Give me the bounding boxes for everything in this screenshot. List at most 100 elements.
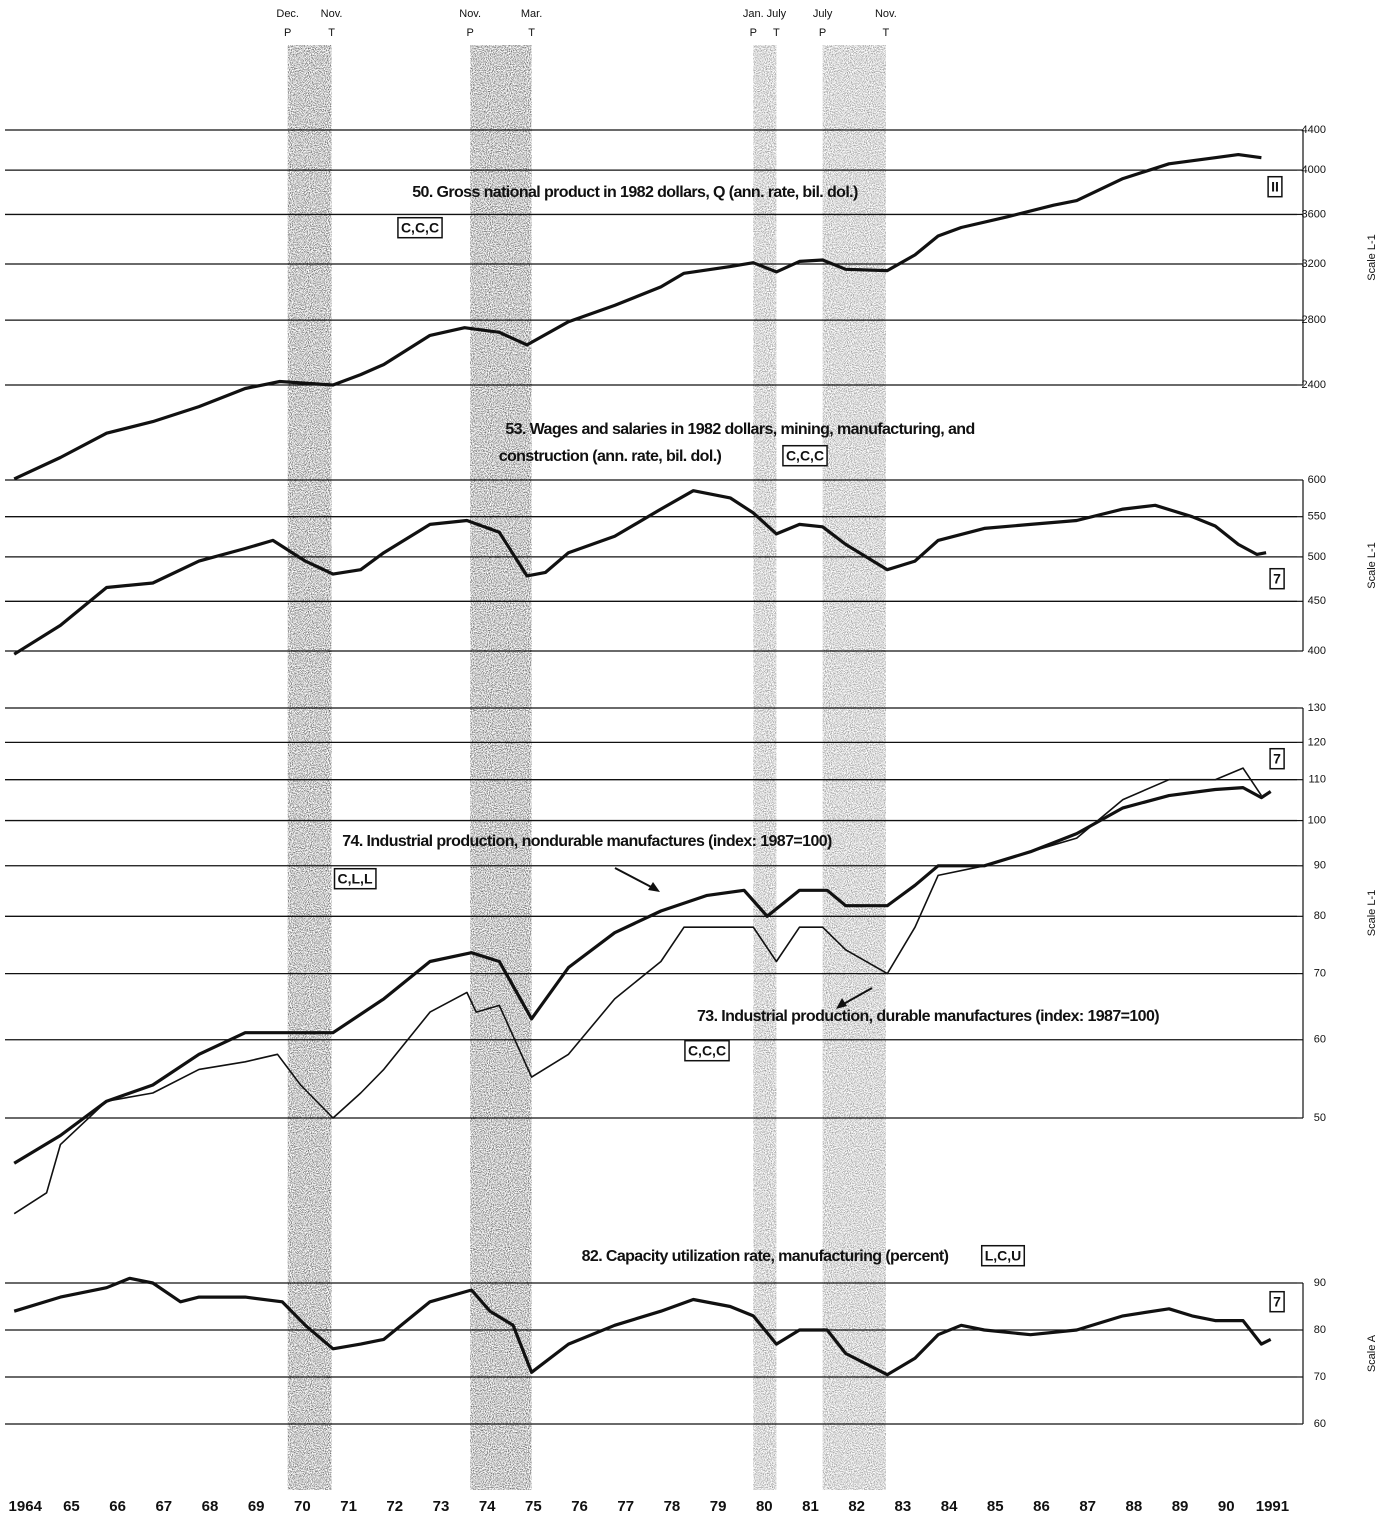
scale-label: Scale L-1	[1366, 890, 1378, 936]
arrow-head	[836, 998, 847, 1009]
x-tick-label: 87	[1079, 1498, 1096, 1515]
trough-month: Nov.	[321, 8, 343, 20]
series-title: 50. Gross national product in 1982 dolla…	[412, 184, 858, 201]
x-tick-label: 86	[1033, 1498, 1050, 1515]
series-line	[13, 786, 1272, 1165]
peak-label: P	[284, 27, 291, 39]
y-tick-label: 4000	[1302, 164, 1326, 176]
y-tick-label: 90	[1314, 1277, 1326, 1289]
y-tick-label: 70	[1314, 968, 1326, 980]
panel: 2400 2800 3200 3600 4000 4400 Scale L-1 50. Gro…	[5, 124, 1378, 481]
series-line	[13, 153, 1262, 481]
y-tick-label: 120	[1308, 736, 1326, 748]
x-tick-label: 67	[155, 1498, 172, 1515]
peak-label: P	[466, 27, 473, 39]
arrow	[614, 867, 658, 891]
recession-bands	[287, 45, 886, 1490]
series-title: 74. Industrial production, nondurable ma…	[342, 833, 832, 850]
series-title: 73. Industrial production, durable manuf…	[697, 1008, 1159, 1025]
y-tick-label: 3600	[1302, 208, 1326, 220]
x-tick-label: 66	[109, 1498, 126, 1515]
recession-band	[470, 45, 532, 1490]
arrow-head	[648, 882, 660, 892]
peak-month: July	[813, 8, 833, 20]
recession-band	[287, 45, 332, 1490]
series-title: 53. Wages and salaries in 1982 dollars, …	[505, 421, 974, 438]
x-tick-label: 77	[617, 1498, 634, 1515]
x-tick-label: 76	[571, 1498, 588, 1515]
y-tick-label: 130	[1308, 702, 1326, 714]
panel-label-box	[1267, 175, 1283, 198]
y-tick-label: 600	[1308, 474, 1326, 486]
y-tick-label: 60	[1314, 1418, 1326, 1430]
y-tick-label: 450	[1308, 595, 1326, 607]
panel-label-box	[1269, 567, 1285, 590]
series-code-box	[333, 867, 377, 890]
panel: 60 70 80 90 Scale A 82. Capacity utilization …	[5, 1244, 1378, 1430]
trough-label: T	[883, 27, 890, 39]
x-tick-label: 68	[202, 1498, 219, 1515]
peak-month: Dec.	[276, 8, 299, 20]
trough-label: T	[773, 27, 780, 39]
panel-label: 7	[1273, 1294, 1281, 1310]
series-title: construction (ann. rate, bil. dol.)	[499, 448, 722, 465]
series-code-box	[684, 1039, 730, 1062]
series-code: L,C,U	[985, 1248, 1022, 1264]
peak-month: Nov.	[459, 8, 481, 20]
trough-month: Mar.	[521, 8, 542, 20]
series-code: C,L,L	[338, 871, 373, 887]
x-tick-label: 74	[479, 1498, 496, 1515]
x-tick-label: 65	[63, 1498, 80, 1515]
y-tick-label: 500	[1308, 551, 1326, 563]
panel-label-box	[1269, 747, 1285, 770]
x-tick-label: 1964	[9, 1498, 43, 1515]
x-tick-label: 73	[433, 1498, 450, 1515]
x-tick-label: 1991	[1256, 1498, 1289, 1515]
y-tick-label: 4400	[1302, 124, 1326, 136]
x-tick-label: 70	[294, 1498, 311, 1515]
trough-month: July	[767, 8, 787, 20]
x-tick-label: 85	[987, 1498, 1004, 1515]
series-code: C,C,C	[786, 448, 824, 464]
x-tick-label: 90	[1218, 1498, 1235, 1515]
x-tick-label: 79	[710, 1498, 727, 1515]
scale-label: Scale L-1	[1366, 234, 1378, 280]
recession-band	[753, 45, 777, 1490]
y-tick-label: 50	[1314, 1112, 1326, 1124]
peak-label: P	[819, 27, 826, 39]
y-tick-label: 60	[1314, 1034, 1326, 1046]
trough-month: Nov.	[875, 8, 897, 20]
arrow	[839, 987, 873, 1007]
x-tick-label: 71	[340, 1498, 357, 1515]
panel: 50 60 70 80 90 100 110 120 130 Scale L-1 74. Indus…	[5, 702, 1378, 1215]
trough-label: T	[528, 27, 535, 39]
y-tick-label: 550	[1308, 511, 1326, 523]
recession-band	[822, 45, 886, 1490]
y-tick-label: 100	[1308, 814, 1326, 826]
series-code-box	[782, 444, 828, 467]
x-tick-label: 88	[1126, 1498, 1143, 1515]
series-line	[13, 767, 1263, 1215]
y-tick-label: 110	[1308, 774, 1326, 786]
trough-label: T	[328, 27, 335, 39]
panel-label: II	[1271, 179, 1279, 195]
series-code: C,C,C	[688, 1043, 726, 1059]
y-tick-label: 70	[1314, 1371, 1326, 1383]
peak-month: Jan.	[743, 8, 764, 20]
peak-label: P	[750, 27, 757, 39]
series-line	[13, 489, 1267, 656]
series-code-box	[980, 1244, 1026, 1267]
scale-label: Scale L-1	[1366, 542, 1378, 588]
x-tick-label: 72	[386, 1498, 403, 1515]
x-tick-label: 75	[525, 1498, 542, 1515]
y-tick-label: 2800	[1302, 314, 1326, 326]
x-tick-label: 69	[248, 1498, 265, 1515]
panel-label-box	[1269, 1290, 1285, 1313]
x-tick-label: 83	[895, 1498, 912, 1515]
y-tick-label: 80	[1314, 1324, 1326, 1336]
scale-label: Scale A	[1366, 1334, 1378, 1372]
series-title: 82. Capacity utilization rate, manufactu…	[582, 1248, 949, 1265]
series-code-box	[397, 216, 443, 239]
